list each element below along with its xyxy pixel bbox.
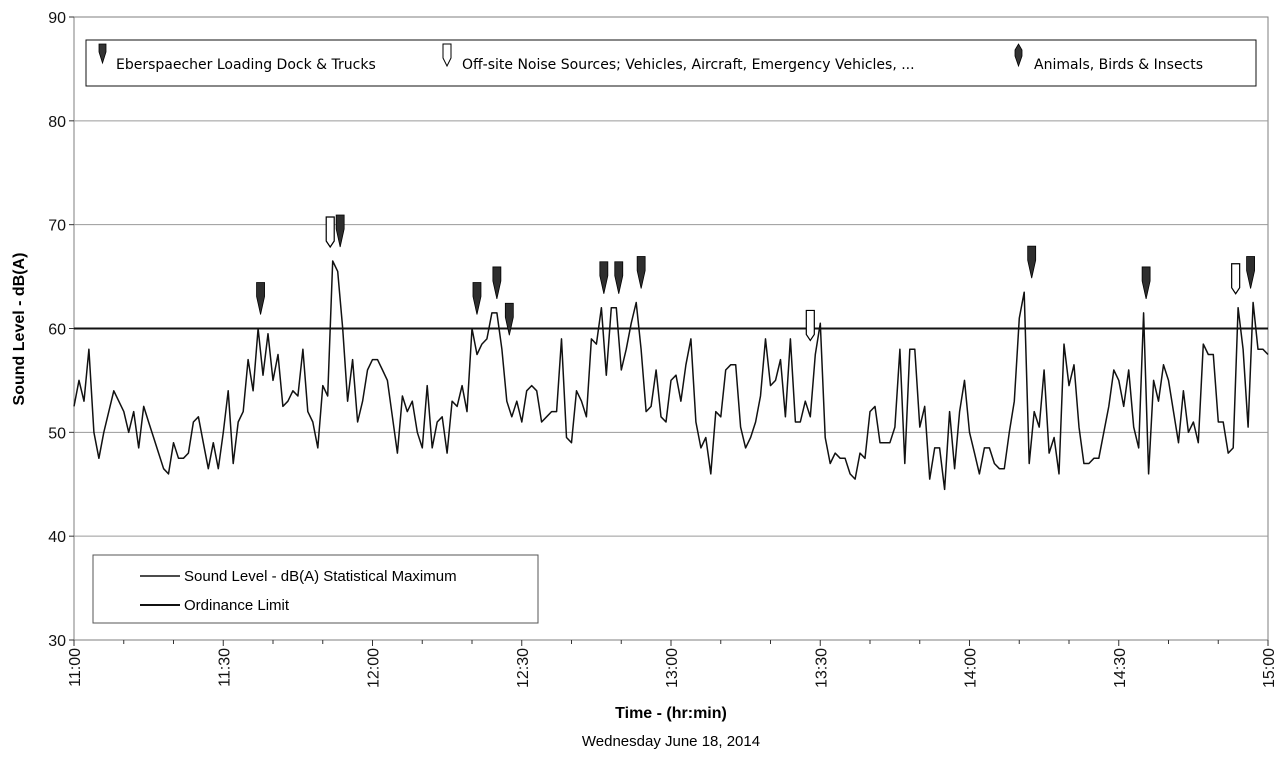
marker-legend: Eberspaecher Loading Dock & Trucks Off-s… bbox=[85, 39, 1257, 87]
truck-event-marker bbox=[504, 302, 514, 336]
animal-marker-icon bbox=[1014, 43, 1023, 68]
y-tick-label: 30 bbox=[48, 633, 66, 650]
y-tick-label: 60 bbox=[48, 322, 66, 339]
x-tick-label: 13:30 bbox=[813, 648, 830, 688]
marker-legend-label-animal: Animals, Birds & Insects bbox=[1034, 57, 1203, 73]
truck-event-marker bbox=[1141, 266, 1151, 300]
y-tick-label: 70 bbox=[48, 218, 66, 235]
x-tick-label: 15:00 bbox=[1261, 648, 1278, 688]
y-tick-label: 80 bbox=[48, 114, 66, 131]
x-axis-subtitle: Wednesday June 18, 2014 bbox=[582, 733, 760, 750]
truck-event-marker bbox=[636, 256, 646, 289]
x-tick-label: 14:00 bbox=[963, 648, 980, 688]
truck-marker-icon bbox=[98, 43, 107, 65]
x-tick-label: 12:30 bbox=[515, 648, 532, 688]
y-tick-labels: 30 40 50 60 70 80 90 bbox=[48, 10, 66, 650]
x-tick-label: 14:30 bbox=[1112, 648, 1129, 688]
truck-event-marker bbox=[1246, 256, 1255, 289]
truck-event-marker bbox=[256, 282, 265, 315]
y-tick-label: 50 bbox=[48, 425, 66, 442]
offsite-event-marker bbox=[1231, 263, 1241, 295]
y-tick-label: 90 bbox=[48, 10, 66, 27]
x-tick-labels: 11:00 11:30 12:00 12:30 13:00 13:30 14:00 14:30… bbox=[67, 648, 1278, 688]
x-tick-label: 13:00 bbox=[664, 648, 681, 688]
offsite-event-marker bbox=[805, 309, 815, 342]
x-tick-label: 11:30 bbox=[216, 648, 233, 687]
series-legend-label-sound: Sound Level - dB(A) Statistical Maximum bbox=[184, 568, 457, 585]
offsite-event-marker bbox=[325, 216, 335, 249]
x-tick-label: 11:00 bbox=[67, 648, 84, 687]
truck-event-marker bbox=[335, 214, 345, 248]
series-legend-label-limit: Ordinance Limit bbox=[184, 597, 290, 614]
truck-event-marker bbox=[1027, 245, 1037, 279]
truck-event-marker bbox=[492, 266, 502, 300]
truck-event-marker bbox=[472, 282, 482, 315]
offsite-marker-icon bbox=[442, 43, 452, 68]
series-legend: Sound Level - dB(A) Statistical Maximum … bbox=[92, 554, 539, 624]
y-axis-title: Sound Level - dB(A) bbox=[11, 253, 28, 406]
marker-legend-label-offsite: Off-site Noise Sources; Vehicles, Aircra… bbox=[462, 57, 915, 73]
truck-event-marker bbox=[614, 261, 624, 294]
x-tick-label: 12:00 bbox=[366, 648, 383, 688]
truck-event-marker bbox=[599, 261, 609, 294]
sound-level-series-line bbox=[73, 260, 1269, 491]
x-axis-title: Time - (hr:min) bbox=[615, 705, 727, 722]
marker-legend-box bbox=[85, 39, 1257, 87]
y-tick-label: 40 bbox=[48, 529, 66, 546]
event-markers bbox=[256, 214, 1255, 342]
series-legend-box bbox=[92, 554, 539, 624]
marker-legend-label-truck: Eberspaecher Loading Dock & Trucks bbox=[116, 57, 376, 73]
